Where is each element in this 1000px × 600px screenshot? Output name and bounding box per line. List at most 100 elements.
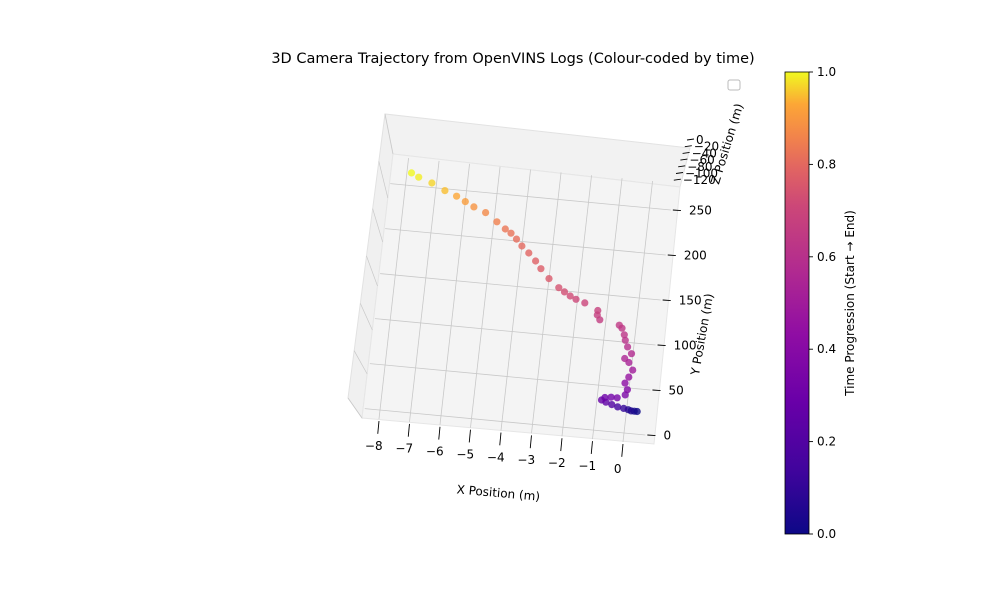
x-grid-line	[561, 175, 592, 437]
y-axis: 0 50 100 150 200 250	[647, 204, 712, 443]
trajectory-point	[624, 343, 632, 351]
trajectory-point	[594, 306, 602, 315]
colorbar-tick-label: 0.0	[817, 527, 836, 541]
trajectory-point	[532, 257, 540, 265]
y-tick-mark	[647, 434, 656, 437]
x-tick-mark	[560, 438, 563, 452]
y-grid-line	[390, 183, 671, 211]
trajectory-point	[623, 386, 632, 394]
colorbar-tick-label: 0.4	[817, 342, 836, 356]
trajectory-point	[621, 336, 629, 344]
trajectory-point	[601, 393, 609, 402]
chart-title: 3D Camera Trajectory from OpenVINS Logs …	[271, 51, 754, 67]
y-tick-label: 250	[689, 204, 712, 218]
trajectory-point	[627, 350, 636, 358]
floor-pane	[361, 153, 681, 445]
z-axis: 0−20−40−60−80−100−120	[673, 133, 719, 187]
trajectory-point	[621, 379, 629, 387]
colorbar-tick-label: 0.6	[817, 250, 836, 264]
z-tick-mark	[680, 158, 688, 161]
x-grid-line	[409, 160, 440, 422]
trajectory-point	[545, 275, 553, 283]
trajectory-point	[507, 229, 515, 237]
x-grid-line	[439, 163, 470, 425]
x-tick-mark	[621, 443, 624, 457]
trajectory-point	[470, 203, 478, 211]
trajectory-point	[407, 169, 416, 177]
legend-box	[727, 79, 741, 91]
trajectory-point	[629, 366, 637, 374]
y-grid-line	[364, 408, 646, 436]
z-tick-mark	[673, 178, 681, 181]
trajectory-point	[453, 192, 461, 200]
z-tick-mark	[675, 172, 684, 174]
colorbar-label: Time Progression (Start → End)	[843, 210, 857, 397]
trajectory-point	[614, 403, 622, 411]
trajectory-points	[407, 169, 641, 416]
trajectory-point	[415, 173, 423, 181]
z-grid-line	[347, 397, 363, 419]
y-tick-mark	[667, 254, 676, 257]
y-tick-mark	[652, 389, 661, 392]
x-grid-line	[500, 169, 531, 431]
y-grid-line	[385, 228, 666, 256]
z-grid-line	[384, 113, 394, 155]
x-grid-line	[470, 166, 501, 428]
trajectory-point	[461, 198, 469, 206]
y-grid-line	[374, 318, 656, 346]
z-tick-mark	[686, 138, 695, 141]
x-tick-mark	[529, 435, 532, 449]
colorbar-ticks: 0.0 0.2 0.4 0.6 0.8 1.0	[809, 65, 836, 541]
trajectory-point	[518, 242, 526, 250]
y-tick-mark	[672, 209, 681, 212]
z-tick-label: −120	[683, 173, 716, 187]
y-tick-label: 50	[669, 384, 684, 398]
y-grid-line	[369, 363, 651, 391]
x-grid-line	[378, 157, 409, 420]
grid-lines	[347, 113, 671, 443]
z-grid-line	[378, 161, 389, 199]
trajectory-point	[525, 249, 533, 257]
x-tick-mark	[590, 441, 593, 454]
trajectory-point	[615, 321, 623, 329]
trajectory-point	[493, 218, 501, 226]
y-tick-label: 100	[674, 339, 697, 353]
x-tick-mark	[438, 426, 441, 440]
z-tick-label: −40	[692, 146, 717, 160]
x-tick-mark	[377, 420, 380, 434]
z-tick-mark	[684, 145, 692, 148]
y-tick-label: 150	[679, 294, 702, 308]
y-tick-mark	[657, 344, 666, 347]
axes-panes	[347, 113, 691, 445]
x-grid-line	[531, 172, 562, 434]
trajectory-point	[537, 265, 545, 273]
colorbar-gradient	[784, 71, 810, 535]
x-axis: −8 −7 −6 −5 −4 −3 −2 −1 0	[365, 420, 624, 476]
z-tick-mark	[682, 151, 690, 154]
z-grid-line	[366, 255, 378, 287]
x-tick-label: 0	[614, 462, 622, 476]
trajectory-point	[572, 295, 580, 303]
trajectory-point	[613, 394, 621, 402]
trajectory-point	[625, 373, 633, 381]
x-tick-label: −2	[548, 456, 566, 470]
colorbar-tick-label: 1.0	[817, 65, 836, 79]
colorbar-tick-label: 0.2	[817, 435, 836, 449]
y-grid-line	[380, 273, 661, 301]
colorbar: 0.0 0.2 0.4 0.6 0.8 1.0 Time Progression (Sta…	[784, 65, 857, 541]
z-grid-line	[372, 208, 384, 243]
x-tick-label: −4	[487, 450, 505, 464]
x-axis-label: X Position (m)	[456, 482, 541, 503]
trajectory-point	[566, 292, 574, 300]
z-tick-label: −20	[694, 140, 719, 154]
x-tick-mark	[468, 429, 471, 443]
trajectory-point	[560, 288, 569, 296]
trajectory-point	[428, 179, 436, 187]
y-tick-label: 200	[684, 249, 707, 263]
x-tick-label: −6	[426, 445, 444, 459]
z-grid-line	[360, 303, 373, 331]
z-tick-mark	[678, 165, 686, 168]
z-tick-label: −80	[687, 160, 712, 174]
trajectory-point	[482, 209, 490, 217]
